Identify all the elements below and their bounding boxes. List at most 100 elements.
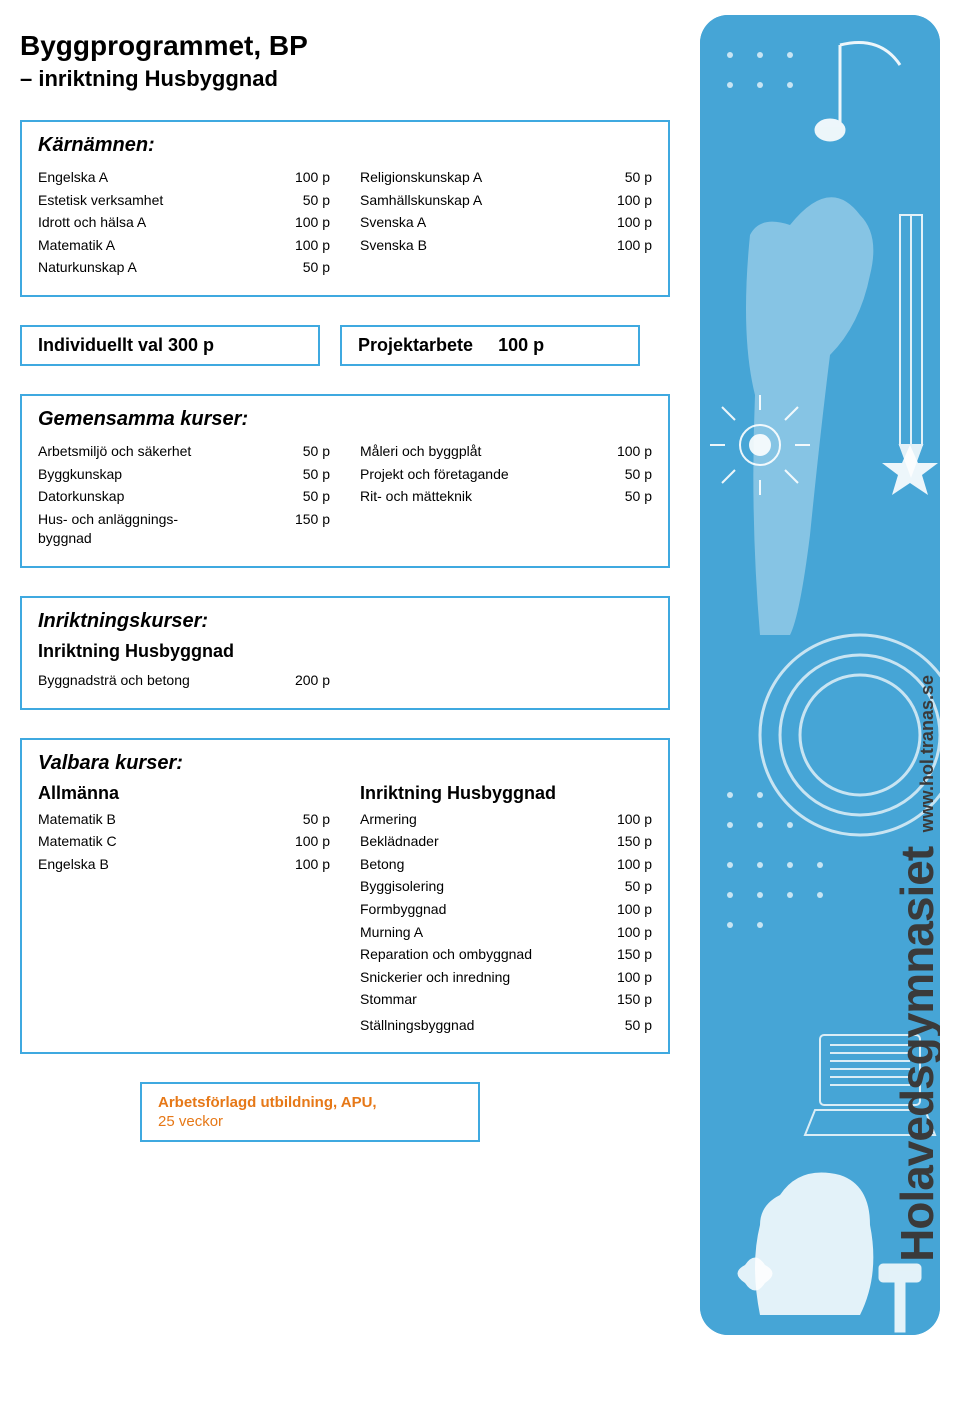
course-points: 100 p [617, 855, 652, 875]
course-points: 50 p [303, 810, 330, 830]
course-row: Arbetsmiljö och säkerhet 50 p [38, 442, 330, 462]
course-name: Byggisolering [360, 877, 454, 897]
course-name: Stommar [360, 990, 427, 1010]
course-points: 100 p [617, 442, 652, 462]
elective-right-col: Inriktning Husbyggnad Armering100 pBeklä… [360, 783, 652, 1039]
elective-courses-box: Valbara kurser: Allmänna Matematik B 50 p… [20, 738, 670, 1055]
course-points: 150 p [617, 990, 652, 1010]
course-name: Byggkunskap [38, 465, 132, 485]
course-points: 100 p [295, 236, 330, 256]
course-name: Idrott och hälsa A [38, 213, 156, 233]
common-left-col: Arbetsmiljö och säkerhet 50 p Byggkunskap 5… [38, 439, 330, 552]
course-points: 50 p [625, 877, 652, 897]
elective-extra-row: Ställningsbyggnad 50 p [360, 1016, 652, 1036]
course-name: Matematik C [38, 832, 127, 852]
common-courses-heading: Gemensamma kurser: [38, 408, 652, 431]
course-row: Byggisolering 50 p [360, 877, 652, 897]
course-row: Religionskunskap A 50 p [360, 168, 652, 188]
course-name: Matematik B [38, 810, 126, 830]
course-row: Betong 100 p [360, 855, 652, 875]
common-right-col: Måleri och byggplåt100 p Projekt och före… [360, 439, 652, 552]
course-points: 100 p [295, 213, 330, 233]
sidebar-graphic: Holavedsgymnasiet www.hol.tranas.se [700, 15, 940, 1335]
course-points: 100 p [617, 923, 652, 943]
course-points: 50 p [625, 1016, 652, 1036]
course-points: 150 p [617, 945, 652, 965]
apu-box: Arbetsförlagd utbildning, APU, 25 veckor [140, 1082, 480, 1142]
course-name: Estetisk verksamhet [38, 191, 173, 211]
course-row: Byggkunskap 50 p [38, 465, 330, 485]
course-name: Svenska B [360, 236, 437, 256]
course-points: 50 p [303, 442, 330, 462]
apu-subtitle: 25 veckor [158, 1113, 462, 1130]
core-right-col: Religionskunskap A 50 p Samhällskunskap A 1… [360, 165, 652, 281]
orientation-col: Byggnadsträ och betong 200 p [38, 668, 330, 694]
course-row: Byggnadsträ och betong 200 p [38, 671, 330, 691]
course-row: Rit- och mätteknik50 p [360, 487, 652, 507]
elective-right-sub: Inriktning Husbyggnad [360, 783, 652, 804]
course-row: Stommar 150 p [360, 990, 652, 1010]
common-courses-box: Gemensamma kurser: Arbetsmiljö och säker… [20, 394, 670, 568]
course-points: 100 p [617, 191, 652, 211]
project-work-box: Projektarbete 100 p [340, 325, 640, 366]
course-row: Engelska A100 p [38, 168, 330, 188]
course-row: Måleri och byggplåt100 p [360, 442, 652, 462]
course-points: 150 p [295, 510, 330, 549]
course-name: Reparation och ombyggnad [360, 945, 542, 965]
course-row: Matematik A 100 p [38, 236, 330, 256]
pair-row: Individuellt val 300 p Projektarbete 100… [20, 325, 670, 366]
individual-choice-box: Individuellt val 300 p [20, 325, 320, 366]
course-row: Hus- och anläggnings-byggnad 150 p [38, 510, 330, 549]
course-row: Svenska B 100 p [360, 236, 652, 256]
course-row: Formbyggnad 100 p [360, 900, 652, 920]
course-name: Religionskunskap A [360, 168, 492, 188]
course-points: 50 p [625, 168, 652, 188]
course-name: Projekt och företagande [360, 465, 519, 485]
page-subtitle: – inriktning Husbyggnad [20, 66, 670, 92]
course-row: Matematik B 50 p [38, 810, 330, 830]
course-name: Hus- och anläggnings-byggnad [38, 510, 188, 549]
course-points: 100 p [617, 236, 652, 256]
course-points: 150 p [617, 832, 652, 852]
course-points: 50 p [303, 487, 330, 507]
course-row: Projekt och företagande50 p [360, 465, 652, 485]
course-row: Murning A100 p [360, 923, 652, 943]
course-name: Byggnadsträ och betong [38, 671, 200, 691]
course-row: Engelska B100 p [38, 855, 330, 875]
course-points: 100 p [295, 855, 330, 875]
course-name: Rit- och mätteknik [360, 487, 482, 507]
course-name: Arbetsmiljö och säkerhet [38, 442, 201, 462]
core-left-col: Engelska A100 p Estetisk verksamhet 50 p Id… [38, 165, 330, 281]
course-row: Beklädnader150 p [360, 832, 652, 852]
core-subjects-heading: Kärnämnen: [38, 134, 652, 157]
sidebar-text-container: Holavedsgymnasiet www.hol.tranas.se [890, 675, 940, 1262]
course-row: Snickerier och inredning100 p [360, 968, 652, 988]
course-points: 100 p [617, 213, 652, 233]
course-points: 100 p [617, 900, 652, 920]
apu-title: Arbetsförlagd utbildning, APU, [158, 1094, 462, 1111]
course-name: Snickerier och inredning [360, 968, 520, 988]
course-name: Samhällskunskap A [360, 191, 492, 211]
elective-left-sub: Allmänna [38, 783, 330, 804]
course-name: Formbyggnad [360, 900, 456, 920]
course-row: Reparation och ombyggnad 150 p [360, 945, 652, 965]
course-points: 200 p [295, 671, 330, 691]
course-row: Samhällskunskap A 100 p [360, 191, 652, 211]
orientation-courses-box: Inriktningskurser: Inriktning Husbyggnad… [20, 596, 670, 710]
course-name: Datorkunskap [38, 487, 134, 507]
course-name: Betong [360, 855, 414, 875]
course-points: 100 p [295, 832, 330, 852]
orientation-sub: Inriktning Husbyggnad [38, 641, 652, 662]
course-points: 100 p [617, 810, 652, 830]
course-row: Estetisk verksamhet 50 p [38, 191, 330, 211]
elective-heading: Valbara kurser: [38, 752, 652, 775]
page-title-block: Byggprogrammet, BP – inriktning Husbyggn… [20, 30, 670, 92]
orientation-heading: Inriktningskurser: [38, 610, 652, 633]
course-points: 50 p [303, 465, 330, 485]
course-row: Naturkunskap A50 p [38, 258, 330, 278]
course-name: Naturkunskap A [38, 258, 147, 278]
course-name: Matematik A [38, 236, 125, 256]
course-name: Armering [360, 810, 427, 830]
course-points: 50 p [303, 191, 330, 211]
core-subjects-box: Kärnämnen: Engelska A100 p Estetisk verks… [20, 120, 670, 297]
